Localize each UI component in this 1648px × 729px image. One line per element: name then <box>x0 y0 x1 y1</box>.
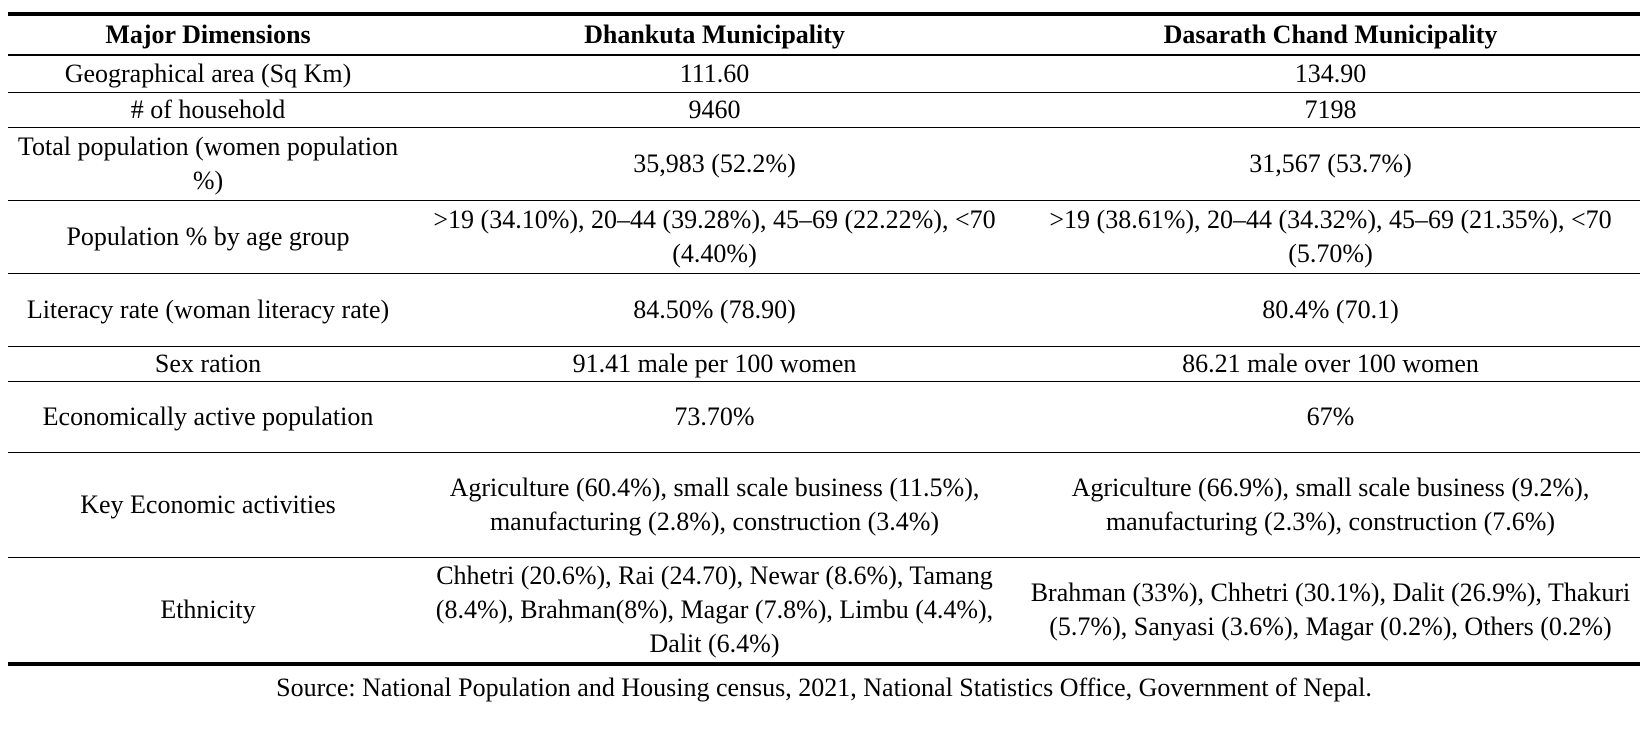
dhankuta-cell: 111.60 <box>408 55 1021 93</box>
dimension-cell: Geographical area (Sq Km) <box>8 55 408 93</box>
dasarath-cell: 80.4% (70.1) <box>1021 273 1640 347</box>
dimension-cell: Total population (women population %) <box>8 127 408 201</box>
dhankuta-cell: Chhetri (20.6%), Rai (24.70), Newar (8.6… <box>408 557 1021 666</box>
table-row: Geographical area (Sq Km) 111.60 134.90 <box>8 55 1640 93</box>
dimension-cell: Population % by age group <box>8 200 408 274</box>
table-container: Major Dimensions Dhankuta Municipality D… <box>8 12 1640 706</box>
table-row: Key Economic activities Agriculture (60.… <box>8 452 1640 558</box>
dimension-cell: Ethnicity <box>8 557 408 666</box>
dasarath-cell: Agriculture (66.9%), small scale busines… <box>1021 452 1640 558</box>
dasarath-cell: 86.21 male over 100 women <box>1021 346 1640 382</box>
header-major-dimensions: Major Dimensions <box>8 14 408 56</box>
header-dasarath: Dasarath Chand Municipality <box>1021 14 1640 56</box>
dasarath-cell: >19 (38.61%), 20–44 (34.32%), 45–69 (21.… <box>1021 200 1640 274</box>
dasarath-cell: 7198 <box>1021 92 1640 128</box>
table-row: Sex ration 91.41 male per 100 women 86.2… <box>8 346 1640 382</box>
dhankuta-cell: Agriculture (60.4%), small scale busines… <box>408 452 1021 558</box>
dhankuta-cell: >19 (34.10%), 20–44 (39.28%), 45–69 (22.… <box>408 200 1021 274</box>
municipality-comparison-table: Major Dimensions Dhankuta Municipality D… <box>8 12 1640 666</box>
dasarath-cell: 67% <box>1021 381 1640 453</box>
source-note: Source: National Population and Housing … <box>276 673 1372 702</box>
table-row: Literacy rate (woman literacy rate) 84.5… <box>8 273 1640 347</box>
dimension-cell: Economically active population <box>8 381 408 453</box>
table-row: Economically active population 73.70% 67… <box>8 381 1640 453</box>
dhankuta-cell: 84.50% (78.90) <box>408 273 1021 347</box>
dhankuta-cell: 35,983 (52.2%) <box>408 127 1021 201</box>
table-row: Ethnicity Chhetri (20.6%), Rai (24.70), … <box>8 557 1640 666</box>
header-dhankuta: Dhankuta Municipality <box>408 14 1021 56</box>
dhankuta-cell: 9460 <box>408 92 1021 128</box>
dimension-cell: Key Economic activities <box>8 452 408 558</box>
dasarath-cell: Brahman (33%), Chhetri (30.1%), Dalit (2… <box>1021 557 1640 666</box>
dhankuta-cell: 91.41 male per 100 women <box>408 346 1021 382</box>
dasarath-cell: 134.90 <box>1021 55 1640 93</box>
table-header: Major Dimensions Dhankuta Municipality D… <box>8 14 1640 56</box>
dasarath-cell: 31,567 (53.7%) <box>1021 127 1640 201</box>
dimension-cell: Sex ration <box>8 346 408 382</box>
header-row: Major Dimensions Dhankuta Municipality D… <box>8 14 1640 56</box>
dhankuta-cell: 73.70% <box>408 381 1021 453</box>
dimension-cell: # of household <box>8 92 408 128</box>
table-row: Total population (women population %) 35… <box>8 127 1640 201</box>
dimension-cell: Literacy rate (woman literacy rate) <box>8 273 408 347</box>
table-row: # of household 9460 7198 <box>8 92 1640 128</box>
table-body: Geographical area (Sq Km) 111.60 134.90 … <box>8 55 1640 666</box>
table-row: Population % by age group >19 (34.10%), … <box>8 200 1640 274</box>
